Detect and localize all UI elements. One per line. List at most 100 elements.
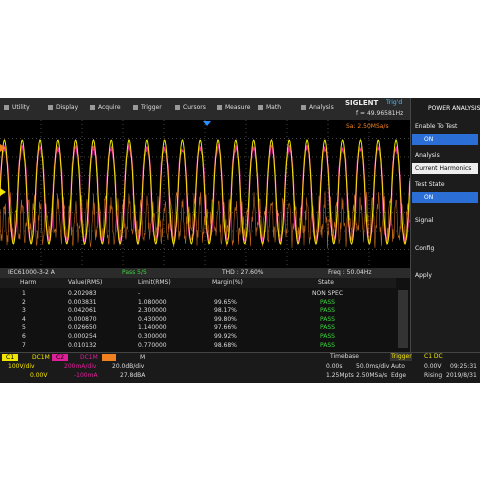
menu-item[interactable]: Acquire (98, 104, 121, 111)
table-cell: 1.080000 (138, 298, 167, 306)
math-value: 27.8dBA (120, 372, 146, 379)
table-cell: 0.000870 (68, 315, 97, 323)
table-cell: 3 (22, 307, 26, 315)
menu-item[interactable]: Math (266, 104, 282, 111)
panel-label[interactable]: Signal (415, 217, 434, 224)
scrollbar[interactable] (398, 290, 408, 348)
menu-item[interactable]: Measure (225, 104, 251, 111)
table-cell: 0.770000 (138, 341, 167, 349)
frequency: f = 49.96581Hz (356, 110, 404, 117)
panel-value-text[interactable]: ON (424, 194, 434, 201)
c1-badge (2, 354, 18, 361)
c1-marker (0, 188, 6, 196)
table-cell: 99.65% (214, 298, 237, 306)
trigger-label: Trigger (391, 353, 412, 360)
table-cell: 7 (22, 341, 26, 349)
table-cell: PASS (320, 341, 335, 349)
trigger-badge (390, 353, 412, 361)
panel-value-text[interactable]: Current Harmonics (415, 165, 472, 172)
column-header: Value(RMS) (68, 279, 103, 286)
table-cell: 0.026650 (68, 324, 97, 332)
channel-scale: 200mA/div (64, 363, 97, 370)
table-cell: PASS (320, 324, 335, 332)
side-panel (410, 98, 480, 382)
table-cell: 99.92% (214, 333, 237, 340)
channel-scale: 100V/div (8, 363, 35, 370)
column-header: Harm (20, 279, 37, 286)
c1-trace (0, 139, 410, 245)
panel-label: Enable To Test (415, 123, 458, 130)
panel-label[interactable]: Apply (415, 272, 432, 279)
clock-date: 2019/8/31 (446, 372, 477, 379)
menu-icon (175, 105, 180, 110)
column-header: State (318, 279, 334, 286)
table-cell: 0.010132 (68, 341, 97, 349)
table-cell: 5 (22, 324, 26, 332)
channel-offset: 0.00V (30, 372, 48, 379)
timebase-delay: 0.00s (326, 363, 343, 370)
column-header-bar (0, 278, 396, 288)
table-cell: 0.202983 (68, 290, 97, 297)
brand: SIGLENT (345, 99, 379, 107)
math-scale: 20.0dB/div (112, 363, 145, 370)
table-cell: 0.003831 (68, 298, 97, 306)
pass-count: Pass 5/5 (122, 269, 147, 276)
table-cell: 0.300000 (138, 333, 167, 340)
math-label: M (140, 354, 146, 361)
table-cell: 2 (22, 298, 26, 306)
menu-icon (48, 105, 53, 110)
timebase-rate: 2.50MSa/s (356, 372, 388, 379)
panel-value[interactable] (412, 192, 478, 203)
f-badge (102, 354, 116, 361)
table-cell: 99.80% (214, 315, 237, 323)
table-cell: 4 (22, 315, 26, 323)
c2-marker (0, 144, 6, 152)
column-header: Margin(%) (212, 279, 243, 286)
thd: THD : 27.60% (222, 269, 264, 276)
panel-title: POWER ANALYSIS (428, 105, 480, 112)
channel-label: C1 (6, 354, 15, 361)
panel-value-text[interactable]: ON (424, 136, 434, 143)
standard: IEC61000-3-2 A (8, 269, 55, 276)
table-cell: 97.66% (214, 324, 237, 332)
sample-rate: Sa: 2.50MSa/s (346, 123, 389, 130)
trigger-position (203, 121, 211, 126)
column-header: Limit(RMS) (138, 279, 171, 286)
table-cell: 1 (22, 290, 26, 297)
frequency: Freq : 50.04Hz (328, 269, 372, 276)
menu-item[interactable]: Analysis (309, 104, 334, 111)
table-cell: 0.000254 (68, 333, 97, 340)
menu-icon (301, 105, 306, 110)
table-cell: PASS (320, 315, 335, 323)
table-cell: 6 (22, 333, 26, 340)
channel-label: C2 (56, 354, 65, 361)
clock-time: 09:25:31 (450, 363, 477, 370)
trigger-source: C1 DC (424, 353, 443, 360)
table-cell: 98.68% (214, 341, 237, 349)
panel-label[interactable]: Config (415, 245, 435, 252)
trigger-type: Edge (391, 372, 407, 379)
table-header-bar (0, 268, 410, 278)
waveform-area (0, 120, 410, 268)
coupling: DC1M (32, 354, 50, 361)
table-cell: PASS (320, 307, 335, 315)
panel-value[interactable] (412, 163, 478, 174)
menu-icon (4, 105, 9, 110)
menu-item[interactable]: Trigger (141, 104, 162, 111)
trigger-level: 0.00V (424, 363, 442, 370)
menu-icon (133, 105, 138, 110)
timebase-scale: 50.0ms/div (356, 363, 390, 370)
menu-icon (258, 105, 263, 110)
menu-item[interactable]: Utility (12, 104, 30, 111)
menu-item[interactable]: Display (56, 104, 79, 111)
coupling: DC1M (80, 354, 98, 361)
table-cell: PASS (320, 333, 335, 340)
panel-label: Test State (415, 181, 445, 188)
table-cell: 0.042061 (68, 307, 97, 315)
menu-item[interactable]: Cursors (183, 104, 206, 111)
channel-offset: -100mA (74, 372, 98, 379)
panel-value[interactable] (412, 134, 478, 145)
table-cell: 98.17% (214, 307, 237, 315)
c2-badge (52, 354, 68, 361)
